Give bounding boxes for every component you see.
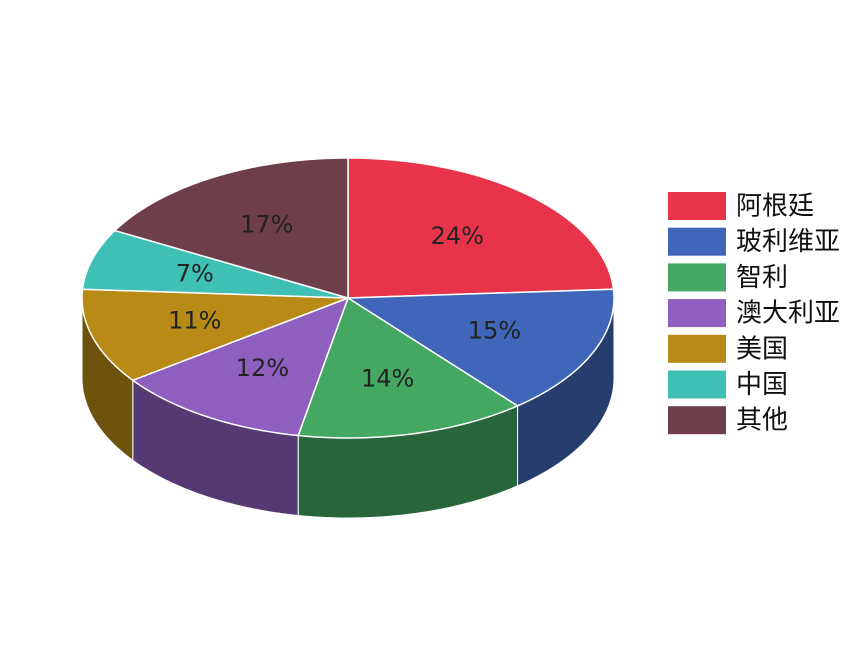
legend-swatch xyxy=(668,192,726,220)
slice xyxy=(81,229,349,299)
legend-swatch xyxy=(668,406,726,435)
slice xyxy=(297,296,520,439)
legend-label: 智利 xyxy=(736,263,788,293)
value-label: 17% xyxy=(240,211,293,239)
slice xyxy=(113,157,349,299)
legend-swatch xyxy=(668,227,726,256)
value-label: 7% xyxy=(176,260,214,288)
slice xyxy=(131,296,350,437)
legend-label: 玻利维亚 xyxy=(736,227,840,257)
legend-label: 美国 xyxy=(736,334,788,364)
legend-swatch xyxy=(668,334,726,363)
legend-swatch xyxy=(668,299,726,328)
value-label: 14% xyxy=(361,364,414,392)
slice xyxy=(81,288,349,382)
pie-labels: 24% 15% 14% 12% 11% 7% 17% xyxy=(168,211,521,393)
legend-swatch xyxy=(668,263,726,292)
legend-swatch xyxy=(668,370,726,399)
value-label: 11% xyxy=(168,306,221,334)
legend-label: 其他 xyxy=(736,406,788,436)
value-label: 15% xyxy=(468,316,521,344)
pie-tops xyxy=(81,157,615,439)
slice xyxy=(347,157,615,299)
value-label: 12% xyxy=(236,354,289,382)
legend-label: 阿根廷 xyxy=(736,192,814,222)
legend-label: 澳大利亚 xyxy=(736,299,840,329)
slice xyxy=(345,288,615,407)
pie-sides xyxy=(81,297,615,519)
value-label: 24% xyxy=(431,222,484,250)
legend-label: 中国 xyxy=(736,370,788,400)
